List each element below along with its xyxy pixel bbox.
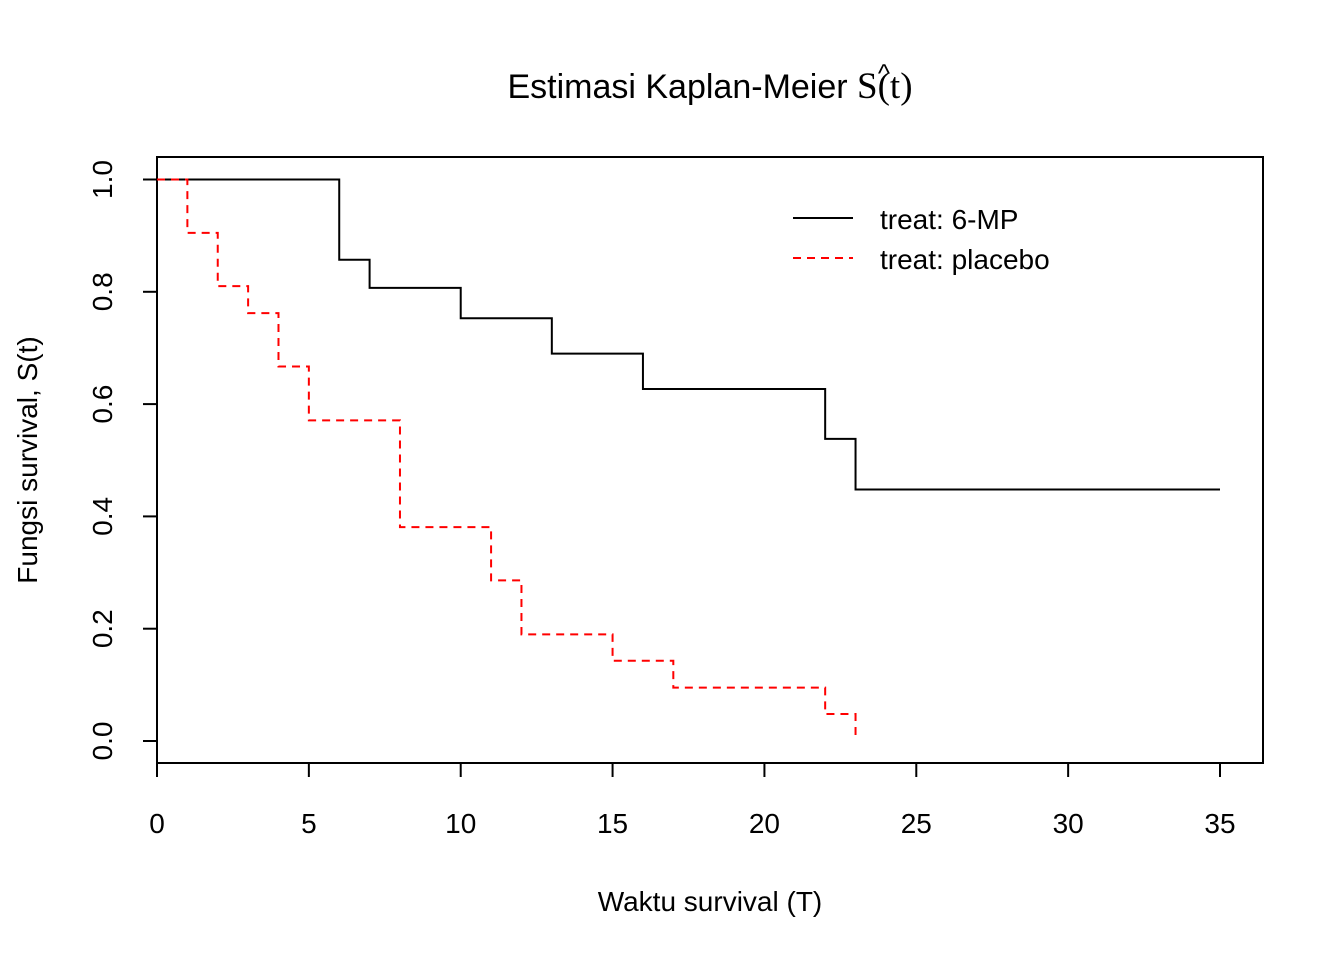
x-axis: 0 5 10 15 20 25 30 35 bbox=[149, 762, 1236, 839]
y-tick-label: 0.8 bbox=[87, 272, 118, 311]
x-tick-label: 0 bbox=[149, 808, 165, 839]
x-axis-label: Waktu survival (T) bbox=[598, 886, 823, 917]
y-tick-label: 1.0 bbox=[87, 160, 118, 199]
y-tick-label: 0.6 bbox=[87, 385, 118, 424]
chart-title-math: S(t) bbox=[857, 66, 913, 107]
x-tick-label: 30 bbox=[1053, 808, 1084, 839]
x-tick-label: 20 bbox=[749, 808, 780, 839]
y-tick-label: 0.4 bbox=[87, 497, 118, 536]
x-tick-label: 25 bbox=[901, 808, 932, 839]
legend-label-placebo: treat: placebo bbox=[880, 244, 1050, 275]
x-tick-label: 35 bbox=[1204, 808, 1235, 839]
legend: treat: 6-MP treat: placebo bbox=[793, 204, 1050, 275]
y-tick-label: 0.0 bbox=[87, 722, 118, 761]
series-layer bbox=[157, 178, 1220, 741]
x-tick-label: 10 bbox=[445, 808, 476, 839]
x-tick-label: 15 bbox=[597, 808, 628, 839]
x-tick-label: 5 bbox=[301, 808, 317, 839]
km-curve-6mp bbox=[157, 178, 1220, 491]
y-tick-label: 0.2 bbox=[87, 609, 118, 648]
y-axis: 0.0 0.2 0.4 0.6 0.8 1.0 bbox=[87, 160, 158, 761]
legend-label-6mp: treat: 6-MP bbox=[880, 204, 1018, 235]
chart-title-hat: ^ bbox=[878, 58, 891, 88]
y-axis-label: Fungsi survival, S(t) bbox=[12, 336, 43, 583]
chart-title: Estimasi Kaplan-Meier S(t) bbox=[507, 66, 912, 107]
chart-title-prefix: Estimasi Kaplan-Meier bbox=[507, 68, 857, 106]
km-curve-placebo bbox=[157, 178, 857, 741]
